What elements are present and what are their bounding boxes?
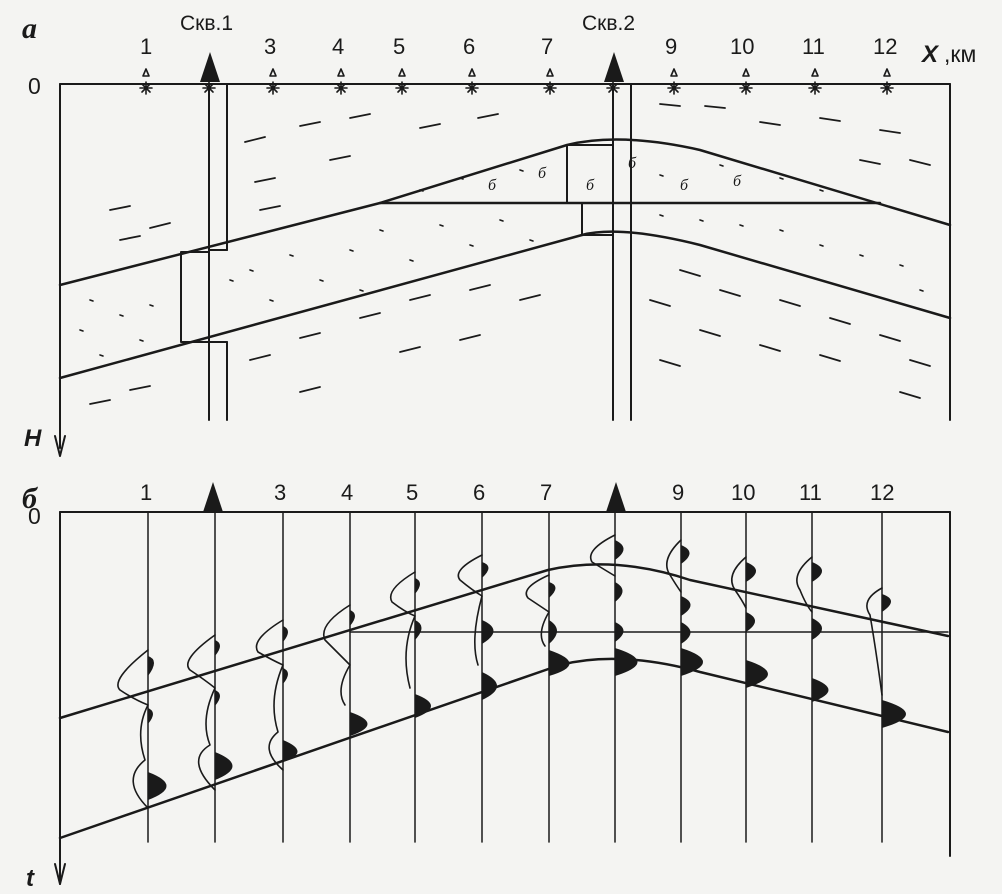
panel-a-labels: а Скв.1 Скв.2 0 H X ,км 1 3 4 5 6 7 9 10… (22, 12, 976, 452)
station-label: 11 (802, 34, 825, 59)
trace-label: 3 (274, 480, 286, 505)
panel-b-labels: б 0 t 1 3 4 5 6 7 9 10 11 12 (22, 480, 894, 892)
depth-axis-label: H (24, 425, 42, 452)
gas-mark: б (680, 177, 689, 194)
sand-stipple (79, 164, 924, 357)
reflection-top (58, 563, 950, 720)
trace-label: 11 (799, 480, 822, 505)
x-axis-label: X (920, 41, 940, 68)
panel-b-letter: б (22, 482, 38, 515)
time-axis-label: t (26, 865, 35, 892)
trace-well-2-marker (606, 482, 626, 512)
x-axis-unit: ,км (944, 41, 976, 67)
depth-zero-label: 0 (28, 73, 41, 99)
sandstone-top (58, 138, 952, 287)
well-2-head (604, 52, 624, 82)
time-zero-label: 0 (28, 503, 41, 529)
station-label: 9 (665, 34, 677, 59)
geologic-section (54, 52, 952, 457)
trace-label: 1 (140, 480, 152, 505)
station-label: 6 (463, 34, 475, 59)
trace-label: 6 (473, 480, 485, 505)
well-2 (566, 83, 632, 421)
gas-mark: б (733, 173, 742, 190)
wavelet-outlines (117, 534, 883, 809)
trace-label: 10 (731, 480, 755, 505)
station-label: 12 (873, 34, 897, 59)
station-label: 5 (393, 34, 405, 59)
trace-label: 9 (672, 480, 684, 505)
clay-hatching (89, 103, 931, 405)
well-2-label: Скв.2 (582, 12, 635, 35)
gas-mark: б (628, 155, 637, 172)
panel-a-letter: а (22, 12, 37, 45)
station-label: 4 (332, 34, 344, 59)
well-1-head (200, 52, 220, 82)
trace-label: 12 (870, 480, 894, 505)
station-label: 1 (140, 34, 152, 59)
trace-label: 4 (341, 480, 353, 505)
trace-lines (147, 511, 883, 843)
seismogram (54, 482, 951, 885)
sandstone-bottom (58, 230, 952, 380)
gas-mark: б (586, 177, 595, 194)
station-label: 7 (541, 34, 553, 59)
well-1-label: Скв.1 (180, 12, 233, 35)
surface-stations (139, 68, 894, 95)
gas-mark: б (538, 165, 547, 182)
wavelets (148, 540, 906, 800)
station-label: 3 (264, 34, 276, 59)
trace-label: 5 (406, 480, 418, 505)
well-1 (180, 83, 228, 421)
trace-label: 7 (540, 480, 552, 505)
station-label: 10 (730, 34, 754, 59)
trace-well-1-marker (203, 482, 223, 512)
gas-mark: б (488, 177, 497, 194)
